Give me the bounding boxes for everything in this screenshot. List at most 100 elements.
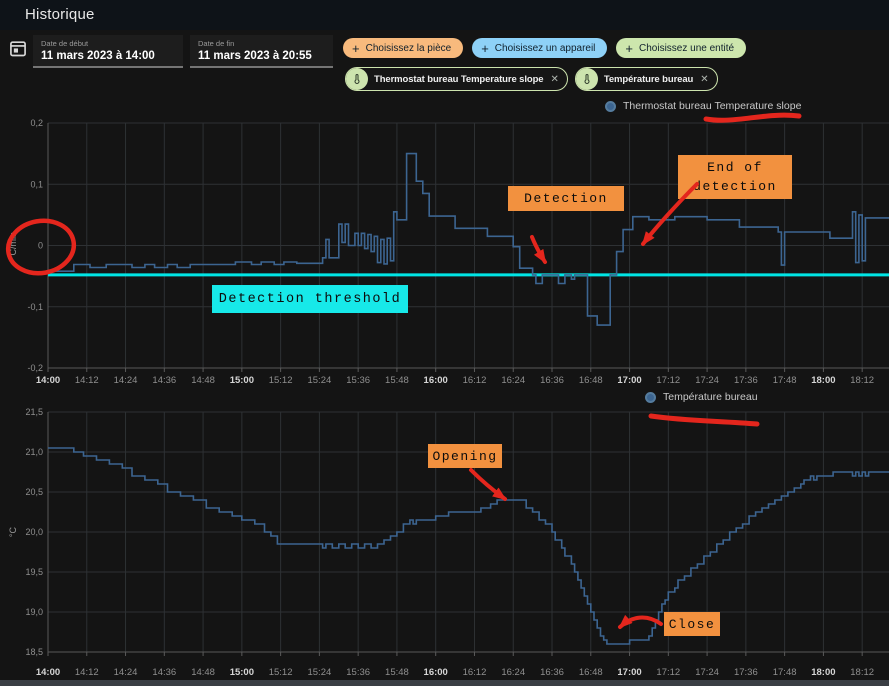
x-tick-label: 14:36 bbox=[152, 375, 176, 386]
x-tick-label: 16:00 bbox=[424, 375, 448, 386]
choose-device-button[interactable]: + Choisissez un appareil bbox=[472, 38, 608, 58]
annotation-close: Close bbox=[664, 612, 720, 636]
date-end-value: 11 mars 2023 à 20:55 bbox=[198, 50, 312, 62]
y-tick-label: 20,5 bbox=[25, 487, 43, 497]
legend-thermostat-slope[interactable]: Thermostat bureau Temperature slope bbox=[605, 100, 801, 112]
x-tick-label: 15:36 bbox=[346, 375, 370, 386]
x-tick-label: 17:48 bbox=[773, 667, 797, 678]
x-tick-label: 14:12 bbox=[75, 667, 99, 678]
axis-labels: 14:00 14:12 14:24 14:36 14:48 15:00 15:12 15:24… bbox=[8, 407, 874, 678]
x-tick-label: 14:48 bbox=[191, 375, 215, 386]
choose-area-label: Choisissez la pièce bbox=[365, 42, 452, 54]
x-tick-label: 15:36 bbox=[346, 667, 370, 678]
y-tick-label: 0,2 bbox=[30, 118, 43, 128]
y-tick-label: 20,0 bbox=[25, 527, 43, 537]
x-tick-label: 14:00 bbox=[36, 375, 60, 386]
y-tick-label: 21,5 bbox=[25, 407, 43, 417]
x-tick-label: 17:24 bbox=[695, 375, 719, 386]
choose-entity-label: Choisissez une entité bbox=[639, 42, 735, 54]
chip-label: Thermostat bureau Temperature slope bbox=[374, 73, 544, 85]
x-tick-label: 15:24 bbox=[307, 667, 331, 678]
annotation-detection: Detection bbox=[508, 186, 624, 211]
y-tick-label: 21,0 bbox=[25, 447, 43, 457]
x-tick-label: 17:48 bbox=[773, 375, 797, 386]
y-tick-label: -0,2 bbox=[27, 363, 43, 373]
picker-buttons: + Choisissez la pièce + Choisissez un ap… bbox=[343, 38, 747, 58]
y-tick-label: 18,5 bbox=[25, 647, 43, 657]
x-tick-label: 15:00 bbox=[230, 375, 254, 386]
app-header: Historique bbox=[0, 0, 889, 30]
close-icon[interactable]: ✕ bbox=[700, 73, 709, 85]
chip-temperature-bureau[interactable]: Température bureau ✕ bbox=[574, 67, 718, 91]
x-tick-label: 17:12 bbox=[656, 375, 680, 386]
date-end-label: Date de fin bbox=[198, 39, 235, 48]
x-tick-label: 18:12 bbox=[850, 375, 874, 386]
annotation-end-of-detection: End of detection bbox=[678, 155, 792, 199]
chip-thermostat-slope[interactable]: Thermostat bureau Temperature slope ✕ bbox=[345, 67, 568, 91]
choose-device-label: Choisissez un appareil bbox=[494, 42, 596, 54]
horizontal-scrollbar[interactable] bbox=[0, 680, 889, 686]
x-tick-label: 16:36 bbox=[540, 375, 564, 386]
x-tick-label: 16:24 bbox=[501, 375, 525, 386]
y-axis-title: °C/min bbox=[8, 232, 18, 259]
legend-temperature-bureau[interactable]: Température bureau bbox=[645, 391, 758, 403]
legend-label: Thermostat bureau Temperature slope bbox=[623, 100, 802, 112]
close-icon[interactable]: ✕ bbox=[550, 73, 559, 85]
x-tick-label: 15:12 bbox=[269, 667, 293, 678]
x-tick-label: 16:48 bbox=[579, 667, 603, 678]
plus-icon: + bbox=[625, 40, 634, 56]
date-end-field[interactable]: Date de fin 11 mars 2023 à 20:55 bbox=[190, 35, 333, 68]
x-tick-label: 16:12 bbox=[463, 667, 487, 678]
legend-label: Température bureau bbox=[663, 391, 758, 403]
date-start-field[interactable]: Date de début 11 mars 2023 à 14:00 bbox=[33, 35, 183, 68]
x-tick-label: 16:48 bbox=[579, 375, 603, 386]
x-tick-label: 14:36 bbox=[152, 667, 176, 678]
x-tick-label: 14:24 bbox=[114, 375, 138, 386]
x-tick-label: 15:48 bbox=[385, 375, 409, 386]
x-tick-label: 15:24 bbox=[307, 375, 331, 386]
x-tick-label: 16:00 bbox=[424, 667, 448, 678]
x-tick-label: 14:00 bbox=[36, 667, 60, 678]
x-tick-label: 18:00 bbox=[811, 375, 835, 386]
annotation-detection-threshold: Detection threshold bbox=[212, 285, 408, 313]
x-tick-label: 16:12 bbox=[463, 375, 487, 386]
gridlines bbox=[47, 411, 889, 656]
x-tick-label: 15:12 bbox=[269, 375, 293, 386]
x-tick-label: 17:00 bbox=[617, 667, 641, 678]
thermometer-icon bbox=[575, 68, 598, 90]
entity-chips: Thermostat bureau Temperature slope ✕ Te… bbox=[345, 67, 718, 91]
gridlines bbox=[47, 122, 889, 372]
x-tick-label: 16:24 bbox=[501, 667, 525, 678]
x-tick-label: 14:12 bbox=[75, 375, 99, 386]
legend-dot bbox=[645, 391, 656, 403]
y-tick-label: 19,0 bbox=[25, 607, 43, 617]
legend-dot bbox=[605, 100, 616, 112]
annotation-opening: Opening bbox=[428, 444, 502, 468]
y-axis-title: °C bbox=[8, 526, 18, 537]
x-tick-label: 14:24 bbox=[114, 667, 138, 678]
series-step-line bbox=[48, 447, 889, 645]
x-tick-label: 17:12 bbox=[656, 667, 680, 678]
y-tick-label: -0,1 bbox=[27, 302, 43, 312]
x-tick-label: 17:00 bbox=[617, 375, 641, 386]
y-tick-label: 0,1 bbox=[30, 179, 43, 189]
x-tick-label: 18:12 bbox=[850, 667, 874, 678]
axis-labels: 14:00 14:12 14:24 14:36 14:48 15:00 15:12 15:24… bbox=[8, 118, 874, 386]
calendar-icon[interactable] bbox=[8, 38, 28, 58]
page-title: Historique bbox=[25, 6, 95, 23]
date-start-label: Date de début bbox=[41, 39, 89, 48]
x-tick-label: 16:36 bbox=[540, 667, 564, 678]
choose-entity-button[interactable]: + Choisissez une entité bbox=[616, 38, 747, 58]
x-tick-label: 17:24 bbox=[695, 667, 719, 678]
y-tick-label: 0 bbox=[38, 241, 43, 251]
x-tick-label: 18:00 bbox=[811, 667, 835, 678]
x-tick-label: 14:48 bbox=[191, 667, 215, 678]
plus-icon: + bbox=[481, 40, 489, 56]
x-tick-label: 15:48 bbox=[385, 667, 409, 678]
x-tick-label: 15:00 bbox=[230, 667, 254, 678]
thermometer-icon bbox=[346, 68, 368, 90]
choose-area-button[interactable]: + Choisissez la pièce bbox=[343, 38, 464, 58]
y-tick-label: 19,5 bbox=[25, 567, 43, 577]
